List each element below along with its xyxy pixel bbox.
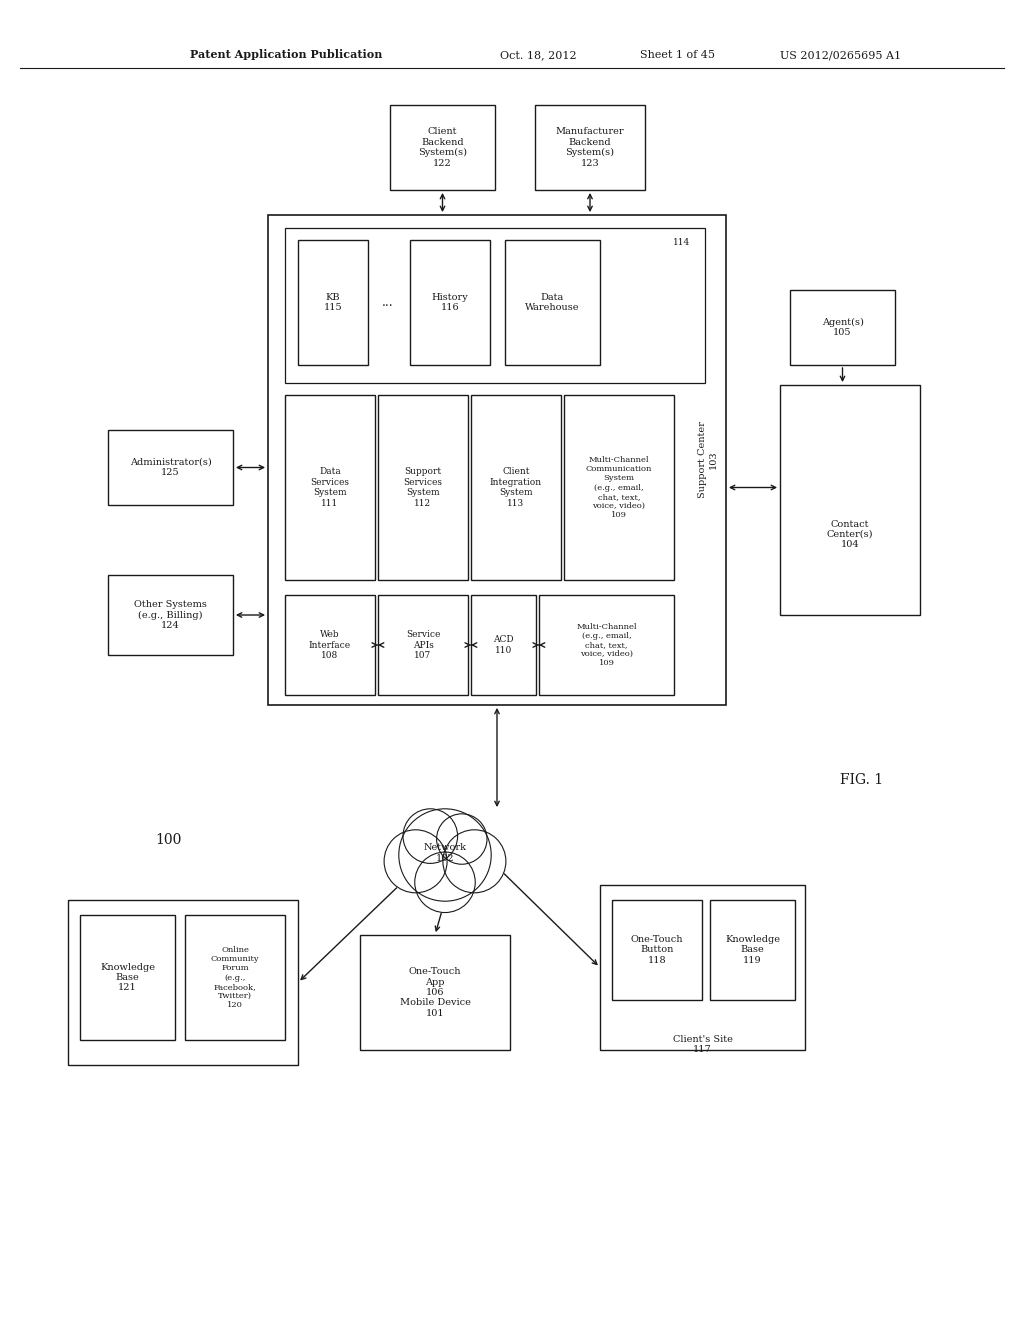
FancyBboxPatch shape bbox=[80, 915, 175, 1040]
FancyBboxPatch shape bbox=[185, 915, 285, 1040]
Text: Multi-Channel
Communication
System
(e.g., email,
chat, text,
voice, video)
109: Multi-Channel Communication System (e.g.… bbox=[586, 455, 652, 519]
FancyBboxPatch shape bbox=[410, 240, 490, 366]
FancyBboxPatch shape bbox=[535, 106, 645, 190]
Text: Knowledge
Base
119: Knowledge Base 119 bbox=[725, 935, 780, 965]
Text: Administrator(s)
125: Administrator(s) 125 bbox=[130, 458, 211, 478]
Circle shape bbox=[403, 809, 458, 863]
Text: 100: 100 bbox=[155, 833, 181, 847]
Text: Network
102: Network 102 bbox=[424, 843, 467, 862]
FancyBboxPatch shape bbox=[360, 935, 510, 1049]
Text: ACD
110: ACD 110 bbox=[494, 635, 514, 655]
Text: One-Touch
App
106
Mobile Device
101: One-Touch App 106 Mobile Device 101 bbox=[399, 968, 470, 1018]
FancyBboxPatch shape bbox=[285, 595, 375, 696]
Text: KB
115: KB 115 bbox=[324, 293, 342, 313]
FancyBboxPatch shape bbox=[612, 900, 702, 1001]
Text: Sheet 1 of 45: Sheet 1 of 45 bbox=[640, 50, 715, 59]
Text: Client
Backend
System(s)
122: Client Backend System(s) 122 bbox=[418, 127, 467, 168]
Text: One-Touch
Button
118: One-Touch Button 118 bbox=[631, 935, 683, 965]
Text: US 2012/0265695 A1: US 2012/0265695 A1 bbox=[780, 50, 901, 59]
FancyBboxPatch shape bbox=[505, 240, 600, 366]
Text: Contact
Center(s)
104: Contact Center(s) 104 bbox=[826, 520, 873, 549]
Text: Other Systems
(e.g., Billing)
124: Other Systems (e.g., Billing) 124 bbox=[134, 601, 207, 630]
FancyBboxPatch shape bbox=[390, 106, 495, 190]
Text: ...: ... bbox=[382, 296, 394, 309]
Text: Service
APIs
107: Service APIs 107 bbox=[406, 630, 440, 660]
FancyBboxPatch shape bbox=[285, 395, 375, 579]
FancyBboxPatch shape bbox=[471, 395, 561, 579]
FancyBboxPatch shape bbox=[539, 595, 674, 696]
FancyBboxPatch shape bbox=[471, 595, 536, 696]
FancyBboxPatch shape bbox=[108, 430, 233, 506]
FancyBboxPatch shape bbox=[68, 900, 298, 1065]
Text: Agent(s)
105: Agent(s) 105 bbox=[821, 318, 863, 338]
Circle shape bbox=[398, 809, 492, 902]
Text: Online
Community
Forum
(e.g.,
Facebook,
Twitter)
120: Online Community Forum (e.g., Facebook, … bbox=[211, 946, 259, 1008]
Text: Client
Integration
System
113: Client Integration System 113 bbox=[489, 467, 542, 508]
FancyBboxPatch shape bbox=[710, 900, 795, 1001]
Text: Client's Site
117: Client's Site 117 bbox=[673, 1035, 732, 1055]
Text: Multi-Channel
(e.g., email,
chat, text,
voice, video)
109: Multi-Channel (e.g., email, chat, text, … bbox=[577, 623, 637, 668]
Text: Web
Interface
108: Web Interface 108 bbox=[309, 630, 351, 660]
FancyBboxPatch shape bbox=[285, 228, 705, 383]
Text: Knowledge
Base
121: Knowledge Base 121 bbox=[100, 962, 155, 993]
FancyBboxPatch shape bbox=[378, 395, 468, 579]
Text: History
116: History 116 bbox=[432, 293, 468, 313]
Text: Support
Services
System
112: Support Services System 112 bbox=[403, 467, 442, 508]
FancyBboxPatch shape bbox=[268, 215, 726, 705]
FancyBboxPatch shape bbox=[600, 884, 805, 1049]
Circle shape bbox=[415, 853, 475, 912]
Text: 114: 114 bbox=[673, 238, 690, 247]
Text: Data
Services
System
111: Data Services System 111 bbox=[310, 467, 349, 508]
FancyBboxPatch shape bbox=[378, 595, 468, 696]
Circle shape bbox=[443, 830, 506, 892]
Circle shape bbox=[436, 814, 487, 865]
Text: Data
Warehouse: Data Warehouse bbox=[525, 293, 580, 313]
FancyBboxPatch shape bbox=[564, 395, 674, 579]
Text: Patent Application Publication: Patent Application Publication bbox=[190, 49, 382, 61]
Text: Oct. 18, 2012: Oct. 18, 2012 bbox=[500, 50, 577, 59]
Text: FIG. 1: FIG. 1 bbox=[840, 774, 883, 787]
FancyBboxPatch shape bbox=[790, 290, 895, 366]
FancyBboxPatch shape bbox=[780, 385, 920, 615]
Text: Manufacturer
Backend
System(s)
123: Manufacturer Backend System(s) 123 bbox=[556, 127, 625, 168]
FancyBboxPatch shape bbox=[298, 240, 368, 366]
Circle shape bbox=[384, 830, 447, 892]
Text: Support Center
103: Support Center 103 bbox=[698, 421, 718, 499]
FancyBboxPatch shape bbox=[108, 576, 233, 655]
